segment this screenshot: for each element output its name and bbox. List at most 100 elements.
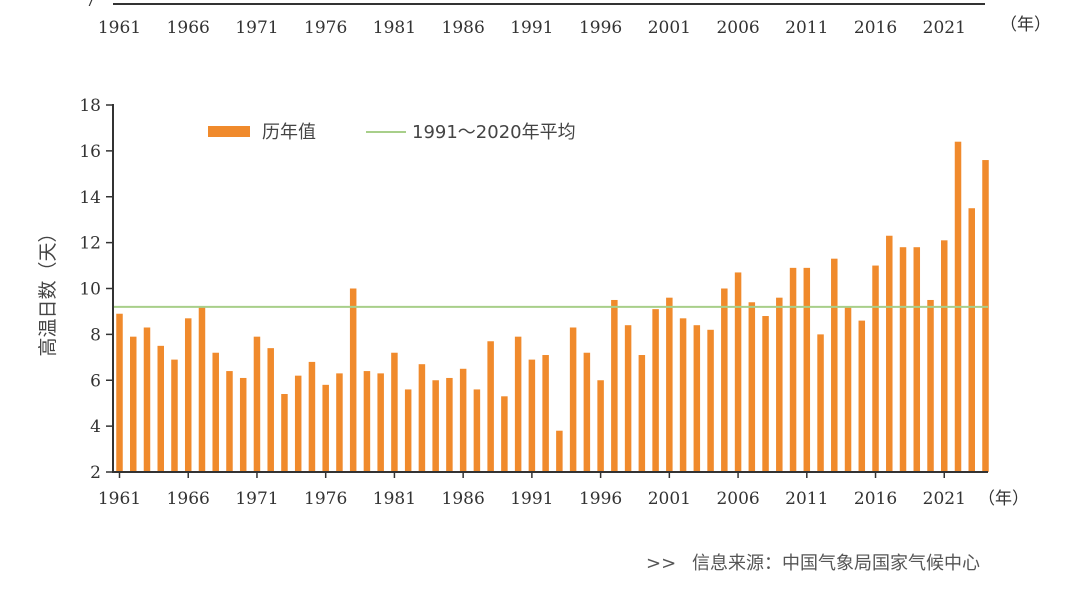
bar-1999 (638, 355, 646, 472)
legend-bar-label: 历年值 (262, 122, 316, 143)
bar-2000 (652, 309, 659, 472)
legend-bar-swatch (208, 126, 250, 137)
top-x-tick-label-1966: 1966 (167, 18, 210, 38)
bar-1983 (418, 364, 426, 472)
bar-1985 (446, 377, 453, 472)
x-tick-label-2021: 2021 (923, 489, 966, 509)
bar-1986 (459, 368, 467, 472)
bar-1974 (294, 375, 302, 472)
bar-1994 (569, 327, 577, 472)
x-tick-label-1986: 1986 (442, 489, 485, 509)
bar-2005 (721, 288, 728, 472)
bar-2018 (899, 247, 907, 472)
bar-1997 (611, 299, 618, 472)
bar-2017 (886, 235, 893, 472)
bar-1975 (308, 361, 316, 472)
bar-1977 (336, 373, 343, 472)
x-tick-label-1991: 1991 (510, 489, 553, 509)
source-prefix: >> (646, 553, 676, 574)
bar-1990 (514, 336, 522, 472)
bar-2023 (968, 208, 975, 472)
bar-2021 (941, 240, 948, 472)
y-tick-label-8: 8 (90, 325, 101, 345)
bar-1998 (624, 325, 632, 472)
bar-2008 (762, 316, 769, 472)
bar-2011 (803, 267, 811, 472)
x-tick-label-1981: 1981 (373, 489, 416, 509)
legend-line-label: 1991～2020年平均 (412, 122, 576, 143)
bar-1973 (281, 394, 288, 472)
bar-1989 (501, 396, 508, 472)
bar-1979 (363, 371, 371, 472)
bar-1980 (377, 373, 384, 472)
y-tick-label-2: 2 (90, 463, 101, 483)
legend: 历年值 1991～2020年平均 (208, 122, 576, 143)
bar-1982 (404, 389, 412, 472)
bar-2015 (858, 320, 866, 472)
bar-1972 (267, 348, 274, 472)
y-tick-label-12: 12 (79, 234, 101, 254)
top-x-tick-label-1976: 1976 (304, 18, 347, 38)
x-axis-unit: （年） (978, 489, 1029, 509)
y-tick-label-4: 4 (90, 417, 101, 437)
bar-1961 (116, 313, 123, 472)
x-tick-label-1976: 1976 (304, 489, 347, 509)
bar-2019 (913, 247, 921, 472)
y-tick-label-10: 10 (79, 280, 101, 300)
top-x-tick-label-2016: 2016 (854, 18, 897, 38)
y-tick-label-14: 14 (79, 188, 101, 208)
bar-1993 (556, 430, 563, 472)
y-tick-label-18: 18 (79, 96, 101, 116)
source-note: >> 信息来源：中国气象局国家气候中心 (646, 553, 980, 574)
bar-2006 (734, 272, 742, 472)
bar-2013 (831, 258, 838, 472)
bar-1988 (487, 341, 494, 472)
bar-1963 (143, 327, 151, 472)
bar-2004 (707, 329, 714, 472)
x-tick-label-1961: 1961 (98, 489, 141, 509)
y-tick-label-16: 16 (79, 142, 101, 162)
top-x-tick-label-2021: 2021 (923, 18, 966, 38)
top-x-tick-label-2011: 2011 (785, 18, 828, 38)
source-text: 信息来源：中国气象局国家气候中心 (692, 553, 980, 574)
bar-2012 (817, 334, 824, 473)
bar-2009 (776, 297, 783, 472)
bar-1968 (212, 352, 219, 472)
bar-2010 (789, 267, 797, 472)
bar-2014 (844, 306, 852, 472)
x-tick-label-1996: 1996 (579, 489, 622, 509)
bar-1964 (157, 345, 164, 472)
top-x-tick-label-1961: 1961 (98, 18, 141, 38)
bar-1965 (171, 359, 178, 472)
bar-2024 (982, 160, 989, 473)
bar-1962 (130, 336, 137, 472)
bar-1995 (583, 352, 591, 472)
bar-1987 (473, 389, 481, 472)
bar-2020 (927, 299, 934, 472)
bar-2001 (666, 297, 673, 472)
x-tick-label-1971: 1971 (235, 489, 278, 509)
bar-1996 (597, 380, 604, 472)
bar-1966 (184, 318, 192, 472)
top-partial-axis: 7 1961 1966 1971 1976 1981 1986 1991 1996 2001 20… (85, 0, 1051, 38)
x-tick-label-2001: 2001 (648, 489, 691, 509)
bar-2002 (679, 318, 687, 472)
bar-1970 (239, 377, 247, 472)
top-x-tick-label-2001: 2001 (648, 18, 691, 38)
bar-2007 (748, 302, 756, 472)
bar-1992 (542, 355, 549, 472)
y-tick-label-6: 6 (90, 371, 101, 391)
top-x-tick-label-1996: 1996 (579, 18, 622, 38)
axes-group: 2 4 6 8 10 12 14 16 18 1961 1966 1971 1976 1981 1986 19… (79, 96, 988, 509)
top-partial-x-unit: （年） (1000, 15, 1051, 35)
bar-1991 (528, 359, 536, 472)
top-x-tick-label-1986: 1986 (442, 18, 485, 38)
bar-1969 (226, 371, 233, 472)
top-x-tick-label-1971: 1971 (235, 18, 278, 38)
bar-1967 (198, 306, 206, 472)
bar-1976 (322, 384, 329, 472)
x-tick-label-2011: 2011 (785, 489, 828, 509)
top-partial-x-ticks: 1961 1966 1971 1976 1981 1986 1991 1996 2001 2006… (98, 18, 966, 38)
bar-1984 (432, 380, 439, 472)
